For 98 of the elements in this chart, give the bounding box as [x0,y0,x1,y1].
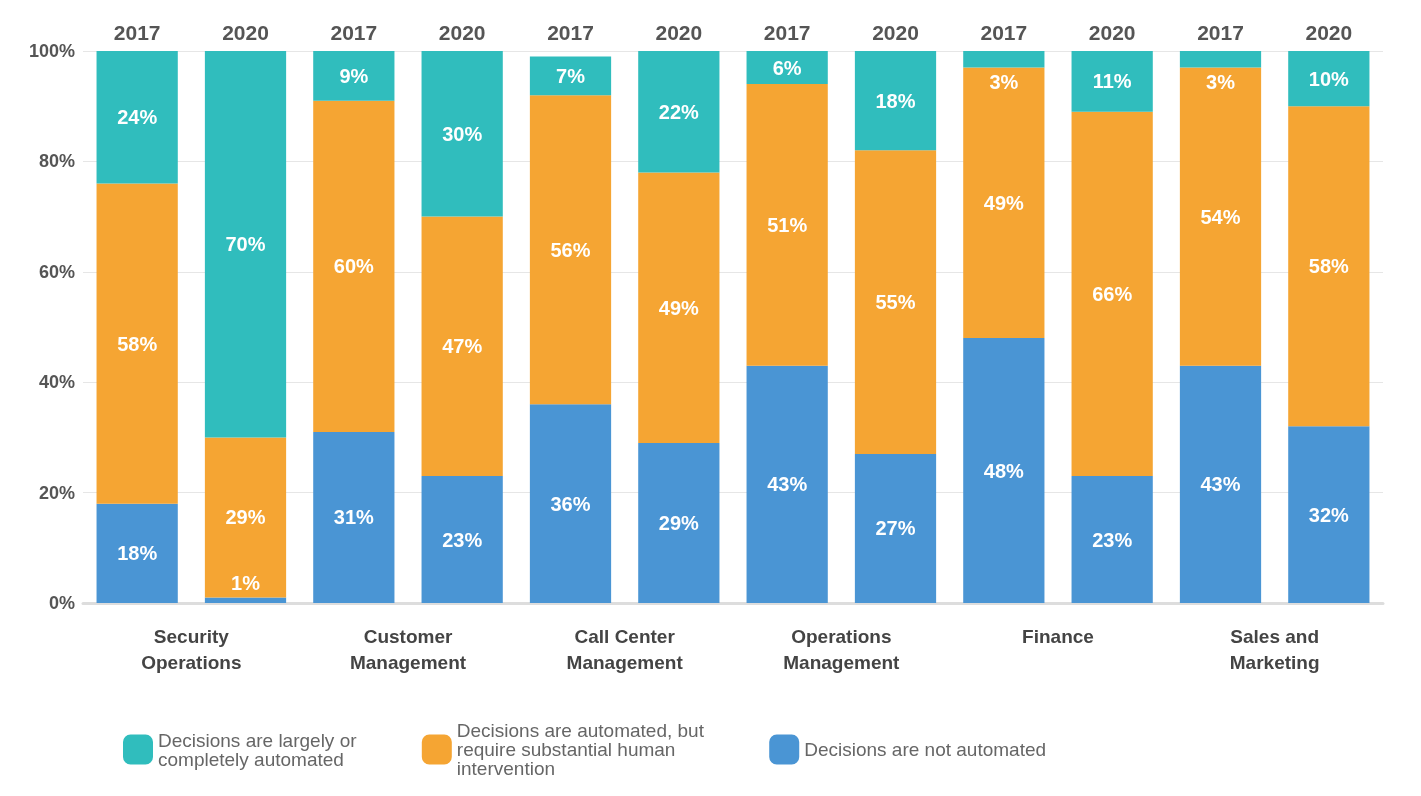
bar [1071,111,1153,477]
data-label: 1% [231,572,261,595]
bar [1071,476,1153,603]
data-label: 47% [442,335,483,358]
text: Sales and Marketing [1229,625,1320,673]
bar [638,51,720,173]
text: Customer Management [349,625,467,673]
bar [854,453,937,603]
data-label: 36% [550,492,591,515]
data-label: 29% [225,506,266,529]
bar [96,51,178,184]
bar [1179,365,1262,603]
bar [1179,67,1262,366]
bar [313,100,395,432]
bar [1288,51,1370,107]
x-tick-label: 2020 [1305,21,1353,44]
bar [963,338,1045,603]
bar [638,442,720,603]
data-label: 55% [875,291,916,314]
x-tick-label: 2017 [330,21,378,44]
data-label: 43% [1200,473,1241,496]
data-label: 9% [339,64,369,87]
bar [421,476,503,603]
legend-label: Decisions are largely or completely automated [158,729,362,770]
data-label: 23% [1092,528,1133,551]
bar [96,503,178,603]
x-tick-label: 2020 [872,21,919,44]
data-label: 7% [556,64,586,87]
data-label: 58% [117,332,158,355]
x-tick-label: 2020 [655,21,703,44]
data-label: 70% [225,233,266,256]
data-label: 32% [1308,503,1350,526]
data-label: 66% [1092,282,1133,305]
data-label: 3% [989,70,1019,93]
bar [96,183,178,504]
bar [204,597,287,603]
bar [421,216,503,477]
data-label: 24% [117,106,158,129]
text: Finance [1022,625,1094,647]
bar [529,404,612,603]
bar [746,84,828,366]
data-label: 10% [1308,67,1350,90]
text: Security Operations [141,625,242,673]
x-tick-label: 2020 [1088,21,1136,44]
data-label: 60% [333,255,375,278]
data-label: 49% [658,296,700,319]
bar [204,51,287,438]
bar [1288,106,1370,427]
text: Operations Management [783,625,901,673]
data-label: 27% [875,517,916,540]
data-label: 18% [875,89,916,112]
data-label: 43% [767,473,808,496]
x-tick-label: 2017 [1197,21,1244,44]
bar [1288,426,1370,603]
y-tick-label: 100% [28,41,75,61]
bar [204,437,287,598]
bar [529,95,612,405]
x-tick-label: 2020 [222,21,269,44]
y-tick-label: 60% [38,261,75,282]
data-label: 18% [117,542,158,565]
bar [638,172,720,443]
data-label: 49% [983,191,1025,214]
bar [746,365,828,603]
bar [963,51,1045,68]
data-label: 48% [983,459,1025,482]
x-tick-label: 2020 [438,21,486,44]
data-label: 58% [1308,255,1350,278]
data-label: 3% [1206,70,1236,93]
legend-label: Decisions are automated, but require substantial human intervention [456,720,710,779]
y-tick-label: 80% [38,151,75,172]
bar [529,56,612,96]
legend-label: Decisions are not automated [804,739,1047,760]
x-tick-label: 2017 [113,21,161,44]
bar [421,51,503,217]
x-tick-label: 2017 [547,21,594,44]
bar [313,51,395,101]
data-label: 30% [442,122,483,145]
bar [1071,51,1153,112]
y-tick-label: 20% [38,482,75,503]
data-label: 29% [658,511,700,534]
data-label: 23% [442,528,483,551]
data-label: 56% [550,238,591,261]
data-label: 31% [333,506,375,529]
y-tick-label: 0% [48,593,75,613]
x-tick-label: 2017 [763,21,811,44]
text: Call Center Management [566,625,684,673]
data-label: 6% [772,56,802,79]
bar [1179,51,1262,68]
bar [963,67,1045,339]
data-label: 51% [767,213,808,236]
data-label: 22% [658,100,700,123]
x-tick-label: 2017 [980,21,1028,44]
y-tick-label: 40% [38,372,75,393]
data-label: 11% [1092,70,1132,93]
bar [313,431,395,603]
bar [854,51,937,151]
bar [854,150,937,454]
data-label: 54% [1200,205,1241,228]
